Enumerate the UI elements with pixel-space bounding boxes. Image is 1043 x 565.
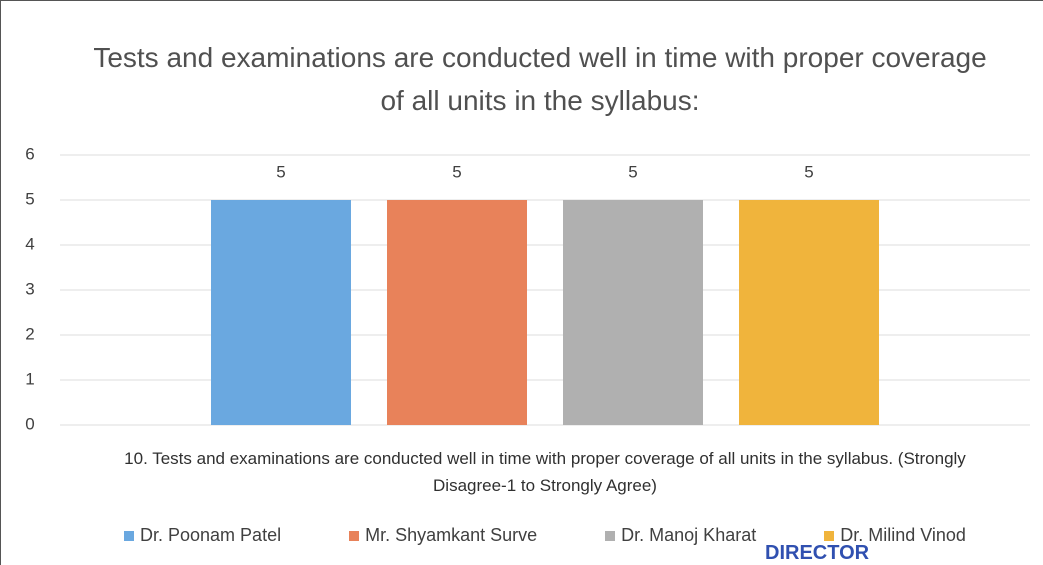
legend-swatch: [349, 530, 360, 541]
bar: [563, 200, 703, 425]
y-tick-label: 4: [25, 234, 34, 253]
chart-title: Tests and examinations are conducted wel…: [93, 42, 987, 116]
legend-label: Dr. Manoj Kharat: [621, 525, 757, 545]
data-label: 5: [276, 162, 285, 181]
bar: [739, 200, 879, 425]
stamp-text: DIRECTOR: [765, 542, 870, 564]
y-tick-label: 1: [25, 369, 34, 388]
y-tick-label: 5: [25, 189, 34, 208]
legend-swatch: [824, 530, 835, 541]
legend-item: Dr. Poonam Patel: [124, 525, 281, 546]
legend-item: Dr. Manoj Kharat: [605, 525, 756, 546]
bar: [387, 200, 527, 425]
legend-label: Dr. Milind Vinod: [840, 525, 966, 545]
bar: [211, 200, 351, 425]
legend-swatch: [124, 530, 134, 541]
y-tick-label: 2: [25, 324, 34, 343]
legend-label: Dr. Poonam Patel: [140, 525, 282, 545]
legend-swatch: [605, 530, 616, 541]
data-label: 5: [804, 162, 813, 181]
legend: Dr. Poonam Patel Mr. Shyamkant Surve Dr. M…: [90, 525, 1000, 546]
x-axis-title: 10. Tests and examinations are conducted…: [124, 449, 966, 495]
legend-item: Dr. Milind Vinod: [824, 525, 966, 546]
data-label: 5: [628, 162, 637, 181]
legend-label: Mr. Shyamkant Surve: [365, 525, 538, 545]
legend-item: Mr. Shyamkant Surve: [349, 525, 537, 546]
data-label: 5: [452, 162, 461, 181]
y-tick-label: 6: [25, 144, 34, 163]
y-tick-label: 0: [25, 414, 34, 433]
y-tick-label: 3: [25, 279, 34, 298]
